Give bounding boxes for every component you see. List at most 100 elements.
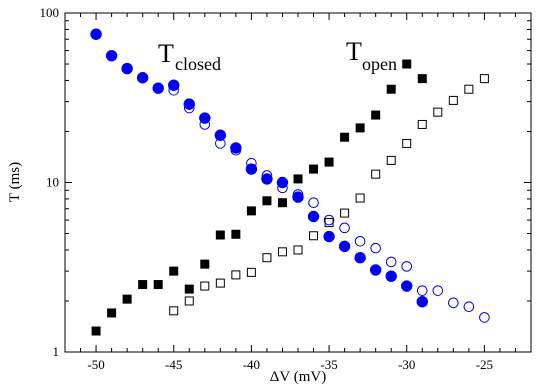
filled-circle-point [276, 176, 289, 189]
filled-circle-point [121, 62, 133, 75]
annotation-t-closed-sub: closed [175, 54, 221, 74]
filled-circle-point [401, 280, 413, 292]
open-circle-point [416, 285, 428, 296]
y-axis-title: T (ms) [7, 162, 23, 202]
open-circle-point [401, 261, 413, 272]
open-square-point [246, 267, 256, 277]
filled-circle-point [385, 270, 397, 282]
open-circle-point [448, 297, 459, 309]
open-square-point [324, 218, 334, 228]
filled-circle-point [338, 240, 351, 253]
open-square-point [262, 253, 272, 263]
open-circle-point [463, 301, 475, 313]
filled-square-point [153, 280, 163, 290]
open-square-point [340, 208, 350, 218]
filled-square-point [107, 308, 117, 318]
x-tick-label: -35 [320, 357, 337, 372]
filled-circle-point [369, 264, 382, 276]
filled-square-point [231, 229, 241, 239]
filled-square-point [138, 280, 148, 290]
filled-square-point [215, 230, 225, 240]
open-square-point [231, 270, 241, 280]
open-square-point [355, 193, 365, 203]
open-square-point [386, 155, 396, 165]
open-square-point [200, 281, 210, 291]
open-square-point [293, 245, 303, 255]
open-circle-point [308, 197, 319, 209]
open-circle-point [370, 242, 381, 254]
annotation-t-closed: T closed [158, 39, 221, 74]
open-square-point [371, 169, 381, 179]
filled-circle-point [183, 98, 195, 110]
open-square-point [433, 107, 443, 117]
y-tick-label: 1 [53, 344, 60, 359]
annotation-t-open: T open [346, 37, 397, 74]
filled-square-point [309, 164, 319, 174]
open-circle-point [385, 256, 397, 268]
data-markers [90, 28, 490, 336]
filled-square-point [324, 157, 334, 167]
filled-square-point [91, 326, 101, 336]
filled-square-point [293, 174, 303, 184]
y-tick-label: 10 [46, 175, 59, 190]
open-square-point [479, 74, 489, 84]
open-circle-point [261, 170, 273, 181]
open-circle-point [246, 157, 257, 169]
open-circle-point [168, 84, 180, 96]
filled-circle-point [214, 129, 227, 141]
open-square-point [215, 278, 225, 288]
filled-circle-point [105, 49, 118, 62]
filled-circle-point [261, 173, 273, 185]
filled-square-point [340, 132, 350, 142]
x-axis-title: ΔV (mV) [270, 369, 326, 385]
filled-square-point [122, 294, 132, 304]
open-square-point [169, 306, 179, 316]
open-square-point [417, 119, 427, 129]
filled-circle-point [90, 28, 102, 40]
filled-circle-point [354, 252, 366, 264]
filled-circle-point [152, 82, 164, 94]
filled-circle-point [416, 296, 428, 308]
open-circle-point [230, 144, 242, 156]
x-tick-label: -30 [398, 357, 415, 372]
filled-square-point [277, 198, 287, 208]
open-square-point [402, 138, 412, 148]
filled-square-point [386, 84, 396, 94]
x-tick-label: -40 [243, 357, 260, 372]
annotation-t-open-main: T [346, 37, 362, 66]
filled-square-point [371, 110, 381, 120]
open-circle-point [199, 119, 211, 130]
open-square-point [184, 296, 194, 306]
filled-circle-point [136, 72, 149, 84]
filled-square-point [402, 59, 412, 69]
x-tick-label: -45 [165, 357, 182, 372]
axis-ticks: -50 -45 -40 -35 -30 -25 1 10 100 [40, 5, 532, 372]
open-square-point [464, 84, 474, 94]
filled-square-point [246, 206, 256, 216]
filled-square-point [184, 284, 194, 294]
filled-square-point [262, 196, 272, 206]
x-tick-label: -50 [87, 357, 104, 372]
open-circle-point [479, 312, 490, 323]
open-circle-point [339, 222, 350, 234]
open-circle-point [183, 102, 195, 114]
open-circle-point [354, 235, 366, 247]
filled-circle-point [292, 191, 304, 203]
y-tick-label: 100 [40, 5, 60, 20]
filled-circle-point [307, 210, 320, 223]
open-circle-point [323, 214, 335, 226]
open-square-point [309, 231, 319, 241]
open-square-point [448, 95, 458, 105]
open-circle-point [215, 138, 226, 149]
open-circle-point [277, 182, 288, 194]
open-square-point [277, 247, 287, 257]
open-circle-point [292, 189, 304, 200]
filled-circle-point [230, 142, 242, 154]
filled-circle-point [245, 163, 258, 175]
filled-square-point [169, 266, 179, 276]
filled-square-point [417, 74, 427, 84]
annotation-t-open-sub: open [362, 54, 397, 74]
annotation-t-closed-main: T [158, 39, 174, 68]
filled-circle-point [323, 230, 335, 243]
